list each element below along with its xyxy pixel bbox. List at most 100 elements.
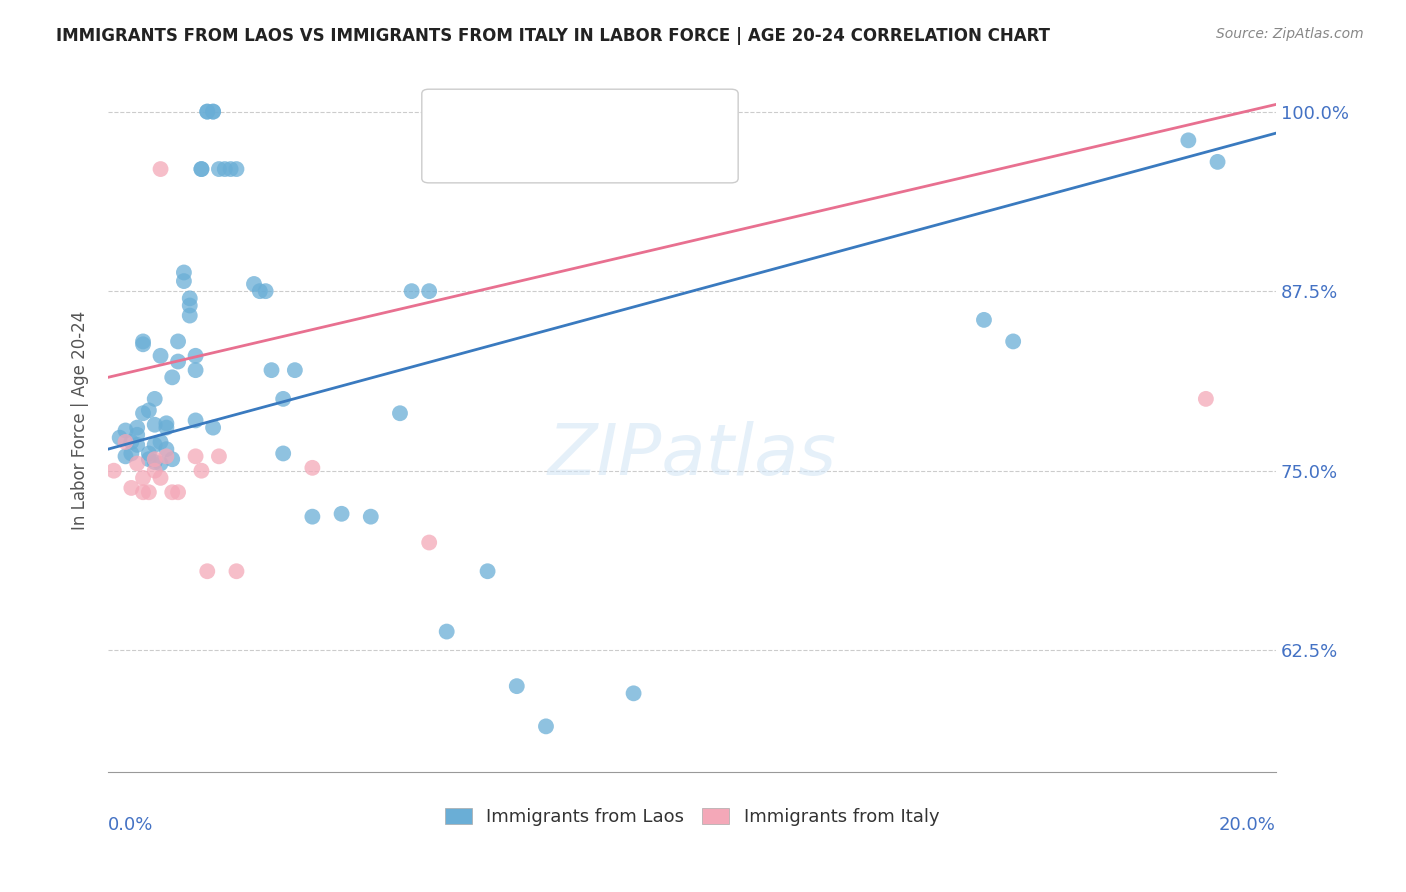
Point [114,434,136,449]
Point [179,291,201,305]
Point [623,686,645,700]
Point [190,162,212,177]
Point [190,162,212,177]
Point [388,406,411,420]
Point [284,363,307,377]
Point [271,392,294,406]
Legend: Immigrants from Laos, Immigrants from Italy: Immigrants from Laos, Immigrants from It… [437,801,946,834]
Text: R = 0.554: R = 0.554 [465,143,555,161]
Point [127,438,149,452]
Point [173,274,195,288]
Point [120,481,142,495]
Point [1177,133,1199,147]
Point [114,424,136,438]
Point [132,485,155,500]
Point [184,450,207,464]
Point [149,434,172,449]
Point [160,370,183,384]
Point [127,427,149,442]
Point [330,507,353,521]
Point [143,417,166,432]
Point [225,564,247,578]
Text: IMMIGRANTS FROM LAOS VS IMMIGRANTS FROM ITALY IN LABOR FORCE | AGE 20-24 CORRELA: IMMIGRANTS FROM LAOS VS IMMIGRANTS FROM … [56,27,1050,45]
Point [143,464,166,478]
Point [184,363,207,377]
Point [477,564,499,578]
Point [132,337,155,351]
Point [1195,392,1218,406]
Point [132,406,155,420]
Point [1206,154,1229,169]
Point [360,509,382,524]
Point [132,471,155,485]
Text: Source: ZipAtlas.com: Source: ZipAtlas.com [1216,27,1364,41]
Point [149,162,172,177]
Point [108,431,131,445]
Point [249,284,271,298]
Point [149,349,172,363]
Point [138,485,160,500]
Point [143,392,166,406]
Point [155,417,177,431]
Point [179,299,201,313]
Point [143,438,166,452]
Point [301,460,323,475]
Point [1002,334,1025,349]
Text: R = 0.395: R = 0.395 [465,104,555,122]
Point [418,535,440,549]
Point [202,104,225,119]
Point [167,334,190,349]
Point [225,162,247,177]
Y-axis label: In Labor Force | Age 20-24: In Labor Force | Age 20-24 [72,310,89,530]
Text: 20.0%: 20.0% [1219,816,1277,834]
Point [401,284,423,298]
Point [155,442,177,457]
Point [132,334,155,349]
Text: ZIPatlas: ZIPatlas [547,421,837,490]
Point [184,413,207,427]
Point [506,679,529,693]
Point [195,564,218,578]
Point [138,452,160,467]
Point [138,446,160,460]
Point [418,284,440,298]
Point [173,265,195,279]
Text: N = 69: N = 69 [598,104,661,122]
Point [184,349,207,363]
Point [195,104,218,119]
Point [271,446,294,460]
Point [190,464,212,478]
Point [149,471,172,485]
Point [155,450,177,464]
Point [114,450,136,464]
Point [127,420,149,434]
Point [214,162,236,177]
Point [208,162,231,177]
Point [973,313,995,327]
Point [143,455,166,469]
Point [202,420,225,434]
Point [202,104,225,119]
Point [208,450,231,464]
Point [195,104,218,119]
Point [143,452,166,467]
Point [219,162,242,177]
Point [243,277,266,291]
Point [120,434,142,449]
Point [301,509,323,524]
Point [155,420,177,434]
Point [160,452,183,467]
Point [120,446,142,460]
Point [127,457,149,471]
Point [149,457,172,471]
Point [436,624,458,639]
Text: N = 22: N = 22 [598,143,661,161]
Point [179,309,201,323]
Text: 0.0%: 0.0% [108,816,153,834]
Point [103,464,125,478]
Text: ■: ■ [446,103,465,123]
Point [260,363,283,377]
Point [160,485,183,500]
Point [534,719,557,733]
Point [254,284,277,298]
